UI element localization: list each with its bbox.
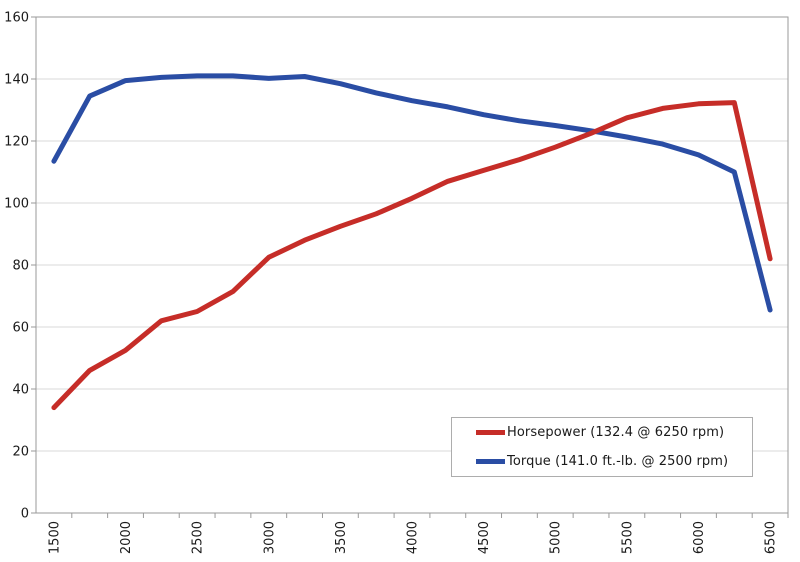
- x-tick-label: 6500: [764, 521, 779, 554]
- x-tick-label: 4500: [477, 521, 492, 554]
- x-tick-label: 3500: [334, 521, 349, 554]
- x-tick-label: 4000: [406, 521, 421, 554]
- y-tick-label: 120: [4, 135, 29, 150]
- horsepower-line-swatch: [476, 430, 505, 435]
- y-tick-label: 160: [4, 11, 29, 26]
- y-tick-label: 40: [12, 383, 29, 398]
- torque-curve: [51, 73, 773, 313]
- legend-label-horsepower: Horsepower (132.4 @ 6250 rpm): [507, 425, 725, 440]
- y-tick-label: 20: [12, 445, 29, 460]
- torque-line-swatch: [476, 459, 505, 464]
- x-tick-label: 2000: [119, 521, 134, 554]
- legend-item-torque: Torque (141.0 ft.-lb. @ 2500 rpm): [452, 447, 752, 476]
- legend-item-horsepower: Horsepower (132.4 @ 6250 rpm): [452, 418, 752, 447]
- x-tick-label: 5000: [549, 521, 564, 554]
- y-tick-label: 140: [4, 73, 29, 88]
- y-tick-label: 80: [12, 259, 29, 274]
- x-tick-label: 3000: [262, 521, 277, 554]
- horsepower-curve: [51, 100, 773, 411]
- x-tick-label: 1500: [47, 521, 62, 554]
- chart-legend: Horsepower (132.4 @ 6250 rpm) Torque (14…: [451, 417, 753, 477]
- x-tick-label: 6000: [692, 521, 707, 554]
- x-tick-label: 5500: [620, 521, 635, 554]
- y-tick-label: 60: [12, 321, 29, 336]
- y-tick-label: 100: [4, 197, 29, 212]
- legend-label-torque: Torque (141.0 ft.-lb. @ 2500 rpm): [507, 454, 729, 469]
- x-tick-label: 2500: [191, 521, 206, 554]
- y-tick-label: 0: [21, 507, 29, 522]
